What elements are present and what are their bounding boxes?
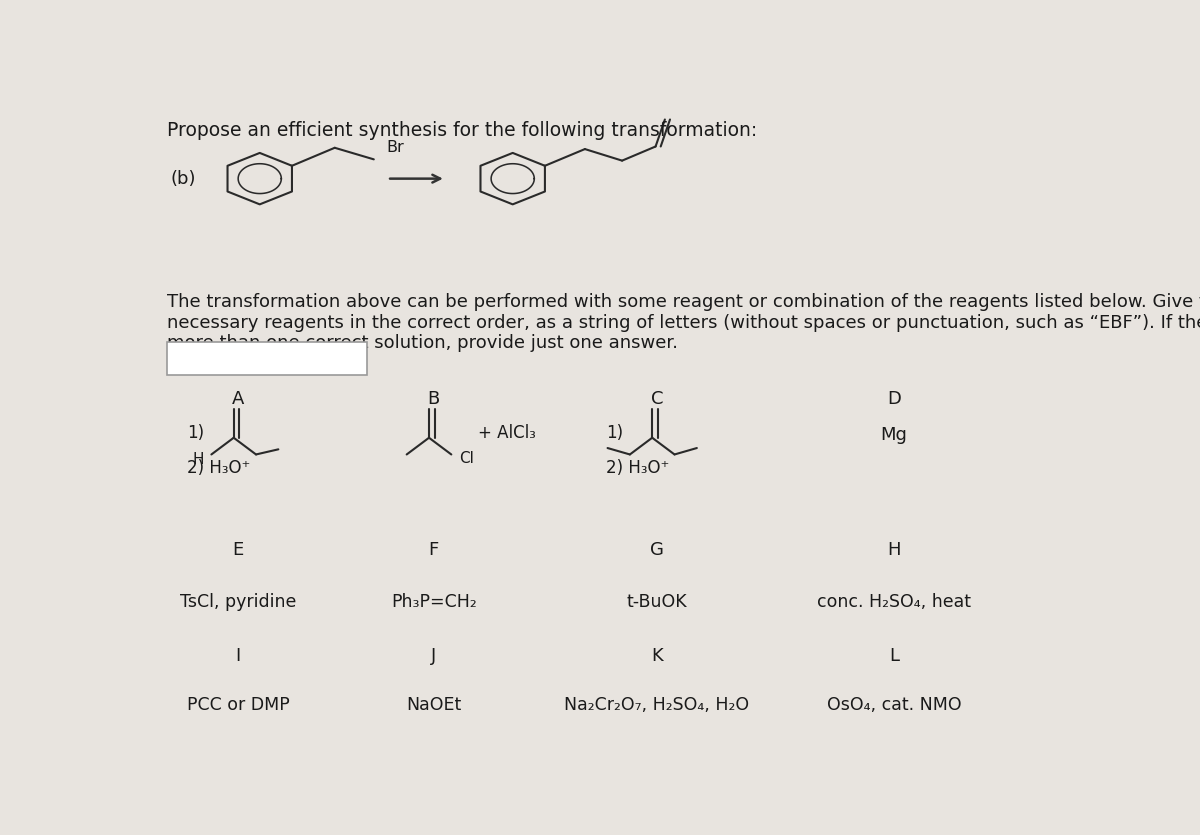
Text: OsO₄, cat. NMO: OsO₄, cat. NMO (827, 696, 961, 714)
Text: + AlCl₃: + AlCl₃ (479, 424, 536, 443)
Text: 2) H₃O⁺: 2) H₃O⁺ (187, 459, 251, 477)
Text: H: H (193, 452, 204, 467)
Text: I: I (235, 647, 241, 665)
Text: Propose an efficient synthesis for the following transformation:: Propose an efficient synthesis for the f… (167, 121, 757, 139)
Text: 1): 1) (187, 424, 204, 443)
Text: E: E (233, 541, 244, 559)
Text: 1): 1) (606, 424, 623, 443)
Text: Mg: Mg (881, 426, 907, 443)
Text: (b): (b) (170, 170, 196, 188)
Text: Cl: Cl (458, 451, 474, 466)
Text: The transformation above can be performed with some reagent or combination of th: The transformation above can be performe… (167, 293, 1200, 311)
Text: J: J (431, 647, 437, 665)
Text: NaOEt: NaOEt (406, 696, 461, 714)
Text: more than one correct solution, provide just one answer.: more than one correct solution, provide … (167, 334, 678, 352)
Text: necessary reagents in the correct order, as a string of letters (without spaces : necessary reagents in the correct order,… (167, 314, 1200, 331)
Text: L: L (889, 647, 899, 665)
Text: B: B (427, 390, 439, 408)
Text: t-BuOK: t-BuOK (626, 593, 688, 610)
Text: H: H (887, 541, 901, 559)
Text: Br: Br (386, 140, 403, 155)
Text: Ph₃P=CH₂: Ph₃P=CH₂ (391, 593, 476, 610)
Text: K: K (650, 647, 662, 665)
Text: PCC or DMP: PCC or DMP (187, 696, 289, 714)
Text: TsCl, pyridine: TsCl, pyridine (180, 593, 296, 610)
Text: A: A (232, 390, 245, 408)
Text: F: F (428, 541, 439, 559)
Text: G: G (650, 541, 664, 559)
Text: conc. H₂SO₄, heat: conc. H₂SO₄, heat (817, 593, 971, 610)
Bar (167, 342, 367, 376)
Text: 2) H₃O⁺: 2) H₃O⁺ (606, 459, 670, 477)
Text: C: C (650, 390, 664, 408)
Text: Na₂Cr₂O₇, H₂SO₄, H₂O: Na₂Cr₂O₇, H₂SO₄, H₂O (564, 696, 750, 714)
Text: D: D (887, 390, 901, 408)
